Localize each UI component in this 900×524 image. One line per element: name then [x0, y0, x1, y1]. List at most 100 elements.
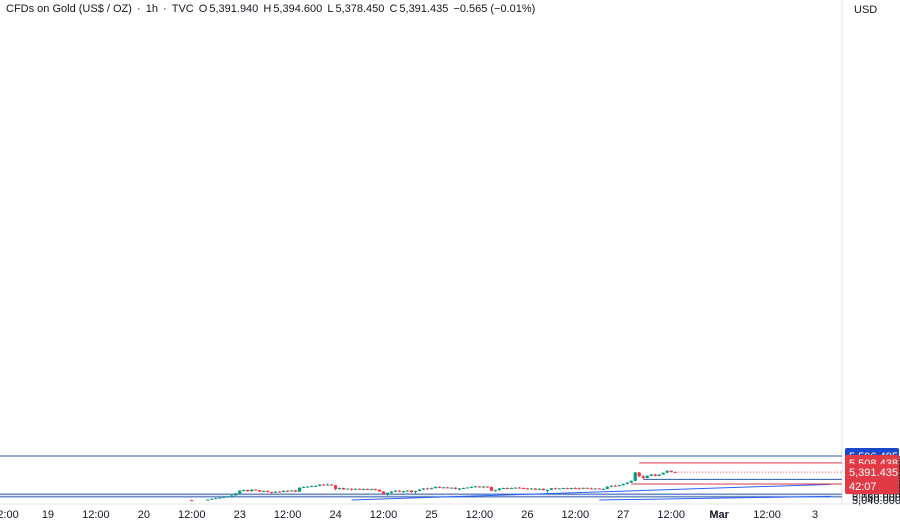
- candle-body[interactable]: [497, 488, 501, 491]
- candle-body[interactable]: [405, 490, 410, 492]
- candle-body[interactable]: [397, 490, 402, 492]
- candle-body[interactable]: [457, 488, 462, 490]
- candle-body[interactable]: [629, 480, 633, 483]
- candle-body[interactable]: [437, 486, 442, 488]
- candle-body[interactable]: [453, 487, 458, 489]
- candle-body[interactable]: [393, 490, 398, 492]
- candle-body[interactable]: [302, 486, 306, 488]
- support-zone[interactable]: [0, 494, 842, 497]
- candle-body[interactable]: [541, 488, 545, 491]
- candle-body[interactable]: [210, 498, 214, 500]
- candle-body[interactable]: [258, 490, 262, 492]
- candle-body[interactable]: [278, 491, 282, 493]
- candle-body[interactable]: [230, 495, 234, 497]
- candle-body[interactable]: [286, 490, 290, 492]
- candle-body[interactable]: [509, 487, 513, 489]
- candle-body[interactable]: [417, 489, 422, 491]
- candle-body[interactable]: [569, 487, 573, 489]
- candle-body[interactable]: [294, 490, 298, 492]
- candle-body[interactable]: [250, 489, 254, 492]
- trendline-2[interactable]: [599, 495, 831, 501]
- candle-body[interactable]: [341, 487, 346, 490]
- candle-body[interactable]: [637, 472, 641, 477]
- candle-body[interactable]: [270, 492, 274, 494]
- candle-body[interactable]: [441, 487, 446, 489]
- candle-body[interactable]: [429, 488, 434, 490]
- candle-body[interactable]: [226, 496, 230, 498]
- candle-body[interactable]: [409, 490, 414, 493]
- candle-body[interactable]: [577, 488, 581, 490]
- candle-body[interactable]: [425, 488, 430, 490]
- candle-body[interactable]: [653, 474, 657, 476]
- candle-body[interactable]: [413, 490, 418, 493]
- candle-body[interactable]: [521, 487, 525, 489]
- candle-body[interactable]: [333, 485, 338, 489]
- candle-body[interactable]: [389, 491, 394, 493]
- candle-body[interactable]: [353, 488, 358, 490]
- candle-body[interactable]: [565, 487, 569, 489]
- candle-body[interactable]: [246, 490, 250, 492]
- candle-body[interactable]: [401, 491, 406, 493]
- candle-body[interactable]: [306, 486, 310, 488]
- candle-body[interactable]: [377, 489, 382, 492]
- candle-body[interactable]: [298, 487, 302, 492]
- candle-body[interactable]: [597, 488, 601, 490]
- candle-body[interactable]: [553, 488, 557, 490]
- candle-body[interactable]: [657, 474, 661, 476]
- candle-body[interactable]: [318, 484, 322, 486]
- candle-body[interactable]: [517, 487, 521, 489]
- candle-body[interactable]: [381, 491, 386, 494]
- candle-body[interactable]: [266, 490, 270, 493]
- candle-body[interactable]: [581, 487, 585, 489]
- candle-body[interactable]: [609, 485, 613, 487]
- candle-body[interactable]: [557, 488, 561, 490]
- trendline-1[interactable]: [351, 483, 831, 501]
- candle-body[interactable]: [505, 487, 509, 489]
- candle-body[interactable]: [585, 487, 589, 489]
- candle-body[interactable]: [329, 484, 334, 486]
- candle-body[interactable]: [262, 490, 266, 492]
- candle-body[interactable]: [545, 489, 549, 491]
- candle-body[interactable]: [645, 475, 649, 478]
- candle-body[interactable]: [605, 486, 609, 489]
- candle-body[interactable]: [669, 470, 673, 473]
- candle-body[interactable]: [561, 487, 565, 489]
- candle-body[interactable]: [345, 488, 350, 490]
- candle-body[interactable]: [533, 488, 537, 490]
- candle-body[interactable]: [465, 487, 470, 489]
- candle-body[interactable]: [493, 490, 497, 492]
- candle-body[interactable]: [525, 488, 529, 490]
- candle-body[interactable]: [314, 485, 318, 487]
- candle-body[interactable]: [433, 486, 438, 489]
- candle-body[interactable]: [190, 500, 194, 502]
- candle-body[interactable]: [601, 488, 605, 490]
- candle-body[interactable]: [369, 489, 374, 491]
- currency-label[interactable]: USD: [854, 4, 877, 16]
- candle-body[interactable]: [373, 489, 378, 491]
- candle-body[interactable]: [625, 482, 629, 484]
- candle-body[interactable]: [513, 487, 517, 489]
- candle-body[interactable]: [473, 486, 478, 488]
- candle-body[interactable]: [349, 488, 354, 490]
- candle-body[interactable]: [633, 472, 637, 481]
- interval-label[interactable]: 1h: [145, 3, 158, 15]
- candle-body[interactable]: [573, 487, 577, 489]
- candle-body[interactable]: [477, 486, 482, 488]
- candle-body[interactable]: [481, 486, 486, 488]
- candle-body[interactable]: [529, 488, 533, 490]
- candle-body[interactable]: [326, 484, 330, 486]
- candle-body[interactable]: [661, 472, 665, 475]
- candle-body[interactable]: [290, 490, 294, 492]
- last-price-badge[interactable]: [845, 464, 899, 495]
- candle-body[interactable]: [218, 497, 222, 499]
- candle-body[interactable]: [365, 488, 370, 490]
- symbol-name[interactable]: CFDs on Gold (US$ / OZ): [6, 3, 132, 15]
- candle-body[interactable]: [322, 484, 326, 486]
- candle-body[interactable]: [238, 490, 242, 494]
- candle-body[interactable]: [673, 472, 677, 474]
- candle-body[interactable]: [469, 486, 474, 488]
- candle-body[interactable]: [445, 487, 450, 489]
- candle-body[interactable]: [254, 489, 258, 491]
- candle-body[interactable]: [357, 488, 362, 490]
- candle-body[interactable]: [537, 488, 541, 490]
